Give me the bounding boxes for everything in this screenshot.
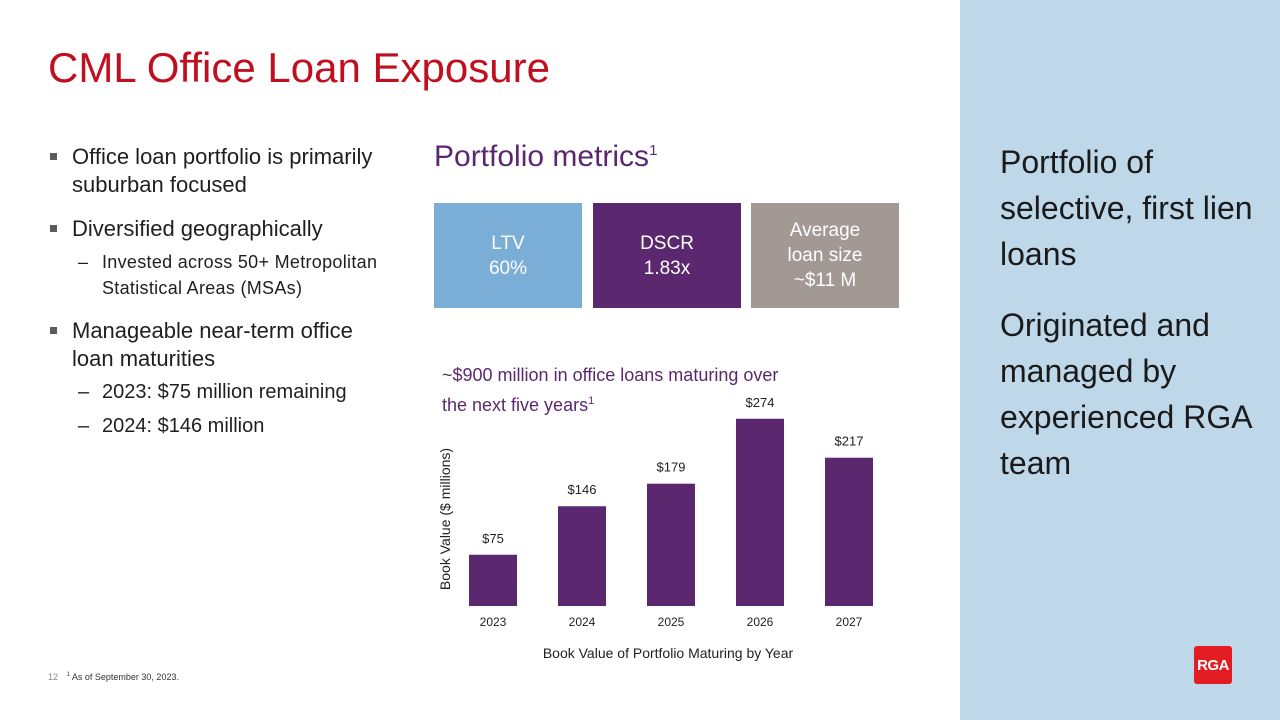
metric-avg-loan-value: ~$11 M bbox=[793, 270, 857, 291]
side-statement-portfolio: Portfolio of selective, first lien loans bbox=[1000, 144, 1253, 272]
data-label-2025: $179 bbox=[657, 460, 686, 475]
data-label-2023: $75 bbox=[482, 531, 504, 546]
data-label-2027: $217 bbox=[835, 434, 864, 449]
bar-2023 bbox=[469, 554, 517, 606]
metric-dscr-label: DSCR bbox=[640, 232, 694, 254]
bar-2027 bbox=[825, 457, 873, 606]
metric-avg-loan-label: Average loan size bbox=[787, 220, 863, 266]
bullet-maturities: Manageable near-term office loan maturit… bbox=[48, 317, 393, 373]
sub-bullet-msas: Invested across 50+ Metropolitan Statist… bbox=[48, 249, 393, 301]
chart-y-axis-label: Book Value ($ millions) bbox=[437, 448, 453, 590]
bullet-list: Office loan portfolio is primarily subur… bbox=[48, 143, 393, 455]
right-panel bbox=[960, 0, 1280, 720]
portfolio-metrics-footnote-mark: 1 bbox=[649, 142, 658, 159]
metric-dscr-value: 1.83x bbox=[643, 257, 691, 279]
maturing-caption-text: ~$900 million in office loans maturing o… bbox=[442, 365, 779, 415]
page-title: CML Office Loan Exposure bbox=[48, 44, 550, 91]
bar-2024 bbox=[558, 506, 606, 606]
footer-note: As of September 30, 2023. bbox=[71, 672, 179, 682]
maturity-bar-chart: Book Value ($ millions) $75 2023 $146 2024 $… bbox=[437, 396, 873, 661]
bar-2026 bbox=[736, 418, 784, 606]
metric-ltv-value: 60% bbox=[488, 257, 528, 279]
bullet-diversified: Diversified geographically bbox=[48, 215, 393, 243]
maturing-caption: ~$900 million in office loans maturing o… bbox=[442, 362, 802, 418]
metric-dscr-box: DSCR 1.83x bbox=[593, 203, 741, 308]
x-tick-2025: 2025 bbox=[658, 615, 685, 629]
maturing-footnote-mark: 1 bbox=[588, 395, 595, 407]
chart-x-axis-label: Book Value of Portfolio Maturing by Year bbox=[543, 645, 794, 661]
x-tick-2024: 2024 bbox=[569, 615, 596, 629]
data-label-2024: $146 bbox=[568, 482, 597, 497]
metric-avg-loan-box: Average loan size ~$11 M bbox=[751, 203, 899, 308]
data-label-2026: $274 bbox=[746, 396, 775, 410]
x-tick-2026: 2026 bbox=[747, 615, 774, 629]
page-number: 12 bbox=[48, 672, 59, 682]
side-statement-team: Originated and managed by experienced RG… bbox=[1000, 307, 1251, 481]
bar-2025 bbox=[647, 483, 695, 606]
sub-bullet-2023: 2023: $75 million remaining bbox=[48, 379, 393, 405]
metric-ltv-label: LTV bbox=[491, 232, 525, 254]
footer-note-mark: 1 bbox=[66, 672, 70, 678]
rga-logo: RGA bbox=[1194, 646, 1232, 684]
portfolio-metrics-heading: Portfolio metrics1 bbox=[434, 140, 657, 174]
metric-ltv-box: LTV 60% bbox=[434, 203, 582, 308]
portfolio-metrics-heading-text: Portfolio metrics bbox=[434, 140, 650, 173]
x-tick-2027: 2027 bbox=[836, 615, 863, 629]
footer: 12 1 As of September 30, 2023. bbox=[48, 672, 179, 682]
bullet-suburban: Office loan portfolio is primarily subur… bbox=[48, 143, 393, 199]
sub-bullet-2024: 2024: $146 million bbox=[48, 413, 393, 439]
x-tick-2023: 2023 bbox=[480, 615, 507, 629]
